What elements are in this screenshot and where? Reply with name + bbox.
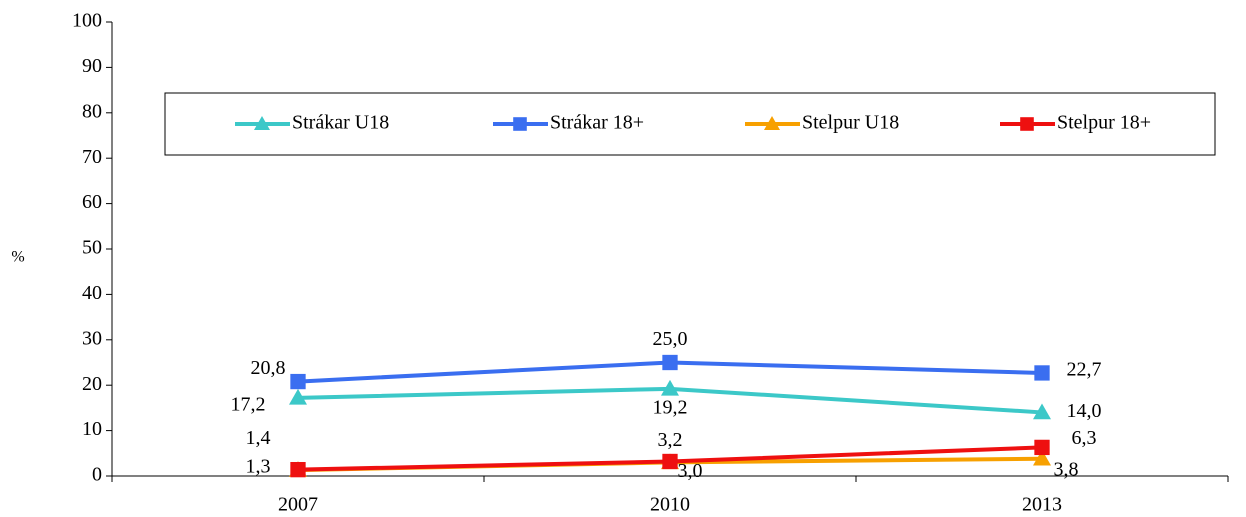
marker <box>1034 439 1050 456</box>
marker <box>254 116 270 130</box>
data-label: 3,0 <box>678 460 703 482</box>
legend-label: Strákar U18 <box>292 112 389 134</box>
data-label: 6,3 <box>1072 427 1097 449</box>
marker <box>764 116 780 130</box>
y-tick-label: 100 <box>72 10 102 32</box>
legend-label: Stelpur U18 <box>802 112 899 134</box>
data-label: 1,3 <box>246 456 271 478</box>
data-label: 3,8 <box>1054 458 1079 480</box>
marker <box>1020 117 1034 131</box>
data-label: 25,0 <box>653 328 688 350</box>
data-label: 22,7 <box>1067 359 1102 381</box>
data-label: 19,2 <box>653 396 688 418</box>
data-label: 3,2 <box>658 429 683 451</box>
y-tick-label: 70 <box>82 146 102 168</box>
y-tick-label: 10 <box>82 418 102 440</box>
y-tick-label: 40 <box>82 282 102 304</box>
legend-label: Stelpur 18+ <box>1057 112 1151 134</box>
data-label: 1,4 <box>246 427 271 449</box>
marker <box>1033 403 1051 420</box>
marker <box>290 373 306 390</box>
marker <box>662 453 678 470</box>
legend-label: Strákar 18+ <box>550 112 644 134</box>
marker <box>289 388 307 405</box>
y-tick-label: 0 <box>92 464 102 486</box>
x-tick-label: 2013 <box>1022 494 1062 516</box>
marker <box>661 379 679 396</box>
data-label: 14,0 <box>1067 400 1102 422</box>
x-tick-label: 2010 <box>650 494 690 516</box>
y-tick-label: 60 <box>82 191 102 213</box>
y-tick-label: 90 <box>82 55 102 77</box>
y-tick-label: 50 <box>82 237 102 259</box>
y-tick-label: 20 <box>82 373 102 395</box>
y-tick-label: 30 <box>82 327 102 349</box>
y-axis-label: % <box>11 249 24 266</box>
data-label: 17,2 <box>231 394 266 416</box>
marker <box>1033 449 1051 466</box>
data-label: 20,8 <box>251 357 286 379</box>
marker <box>513 117 527 131</box>
marker <box>662 354 678 371</box>
x-tick-label: 2007 <box>278 494 318 516</box>
marker <box>1034 365 1050 381</box>
y-tick-label: 80 <box>82 100 102 122</box>
marker <box>290 461 306 478</box>
